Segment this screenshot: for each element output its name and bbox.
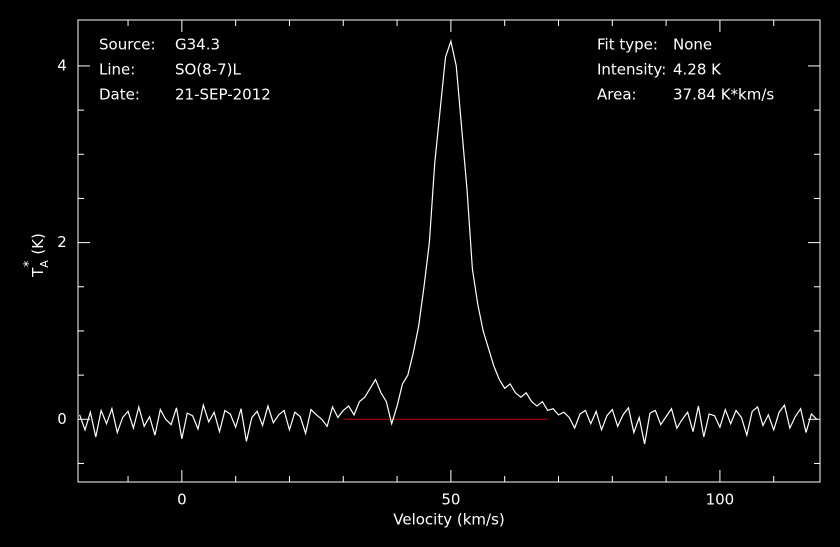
- annotation-label: Source:: [99, 36, 156, 54]
- annotation-value: SO(8-7)L: [175, 61, 242, 79]
- spectrum-line: [79, 38, 818, 445]
- annotation-value: None: [673, 36, 712, 54]
- y-axis-label: TA* (K): [22, 233, 52, 278]
- annotation-label: Fit type:: [597, 36, 658, 54]
- x-axis-label: Velocity (km/s): [393, 511, 504, 529]
- annotation-label: Intensity:: [597, 61, 666, 79]
- x-tick-label: 50: [441, 491, 460, 509]
- y-label-sub: A: [38, 260, 51, 268]
- annotation-value: 21-SEP-2012: [175, 86, 271, 104]
- y-tick-label: 4: [57, 56, 67, 74]
- y-label-unit: (K): [29, 233, 47, 255]
- annotation-label: Date:: [99, 86, 140, 104]
- y-label-sup: *: [22, 260, 37, 267]
- y-tick-label: 2: [57, 233, 67, 251]
- x-tick-label: 0: [177, 491, 187, 509]
- annotation-value: 37.84 K*km/s: [673, 86, 774, 104]
- x-tick-label: 100: [706, 491, 735, 509]
- annotation-label: Area:: [597, 86, 637, 104]
- y-tick-label: 0: [57, 410, 67, 428]
- plot-frame: [77, 19, 821, 483]
- annotation-value: 4.28 K: [673, 61, 722, 79]
- annotation-label: Line:: [99, 61, 135, 79]
- annotation-value: G34.3: [175, 36, 220, 54]
- y-label-base: T: [29, 267, 47, 278]
